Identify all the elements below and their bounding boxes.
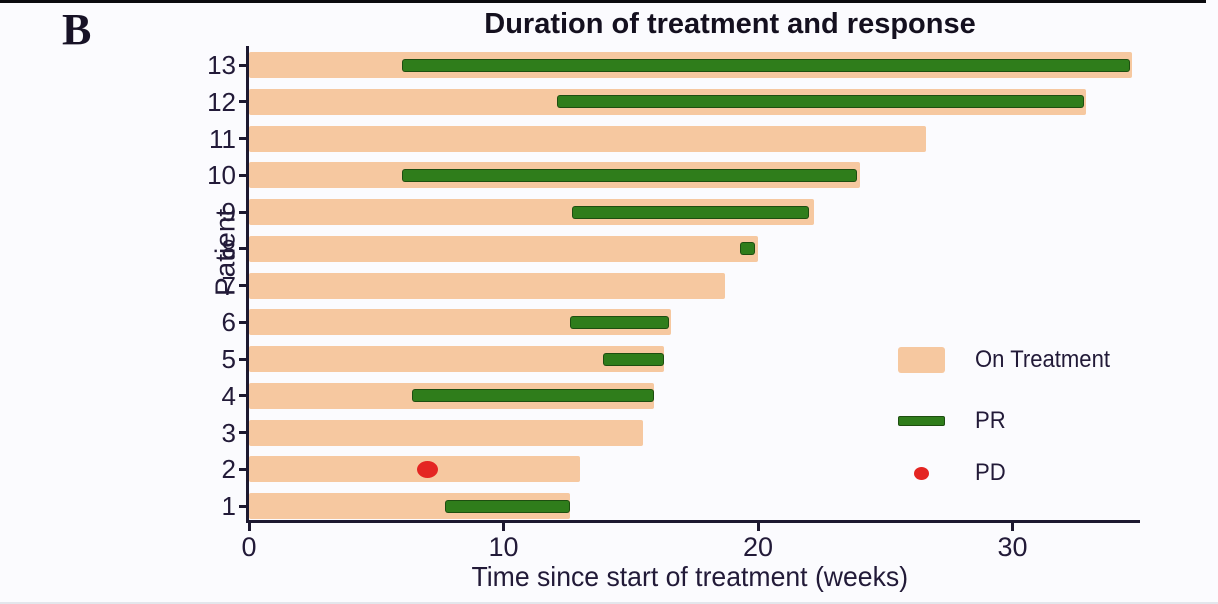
treatment-bar-patient-2 (249, 456, 580, 483)
legend-label-on-treatment: On Treatment (975, 346, 1110, 373)
chart-title: Duration of treatment and response (484, 8, 976, 40)
x-axis-title: Time since start of treatment (weeks) (471, 561, 909, 592)
pr-bar-patient-4 (411, 389, 654, 403)
x-axis-line (246, 520, 1140, 523)
y-tick-patient-2 (239, 467, 247, 471)
y-tick-label-patient-1: 1 (221, 491, 236, 521)
x-tick-label-30: 30 (997, 532, 1028, 562)
on-treatment-swatch (898, 347, 945, 373)
y-axis-line (246, 46, 249, 523)
bottom-edge-line (0, 602, 1218, 604)
pr-bar-patient-12 (556, 95, 1084, 109)
y-tick-label-patient-2: 2 (221, 454, 236, 485)
x-tick-label-20: 20 (742, 532, 774, 562)
y-tick-patient-11 (239, 137, 247, 140)
y-tick-label-patient-4: 4 (221, 380, 236, 411)
treatment-bar-patient-3 (249, 419, 644, 446)
legend-label-pd: PD (975, 459, 1006, 486)
pd-swatch (898, 466, 945, 480)
x-tick-0 (247, 523, 251, 531)
treatment-bar-patient-8 (249, 235, 758, 262)
treatment-bar-patient-7 (249, 272, 725, 299)
y-tick-patient-13 (239, 63, 247, 67)
top-edge-line (0, 0, 1206, 3)
y-tick-label-patient-10: 10 (207, 160, 236, 191)
y-tick-patient-3 (239, 431, 247, 434)
pr-swatch (898, 416, 945, 426)
x-tick-label-0: 0 (241, 532, 257, 562)
x-tick-label-10: 10 (488, 532, 519, 562)
y-tick-label-patient-5: 5 (221, 344, 236, 374)
y-tick-patient-8 (239, 247, 247, 251)
y-tick-label-patient-13: 13 (207, 50, 236, 80)
y-tick-label-patient-3: 3 (221, 417, 236, 448)
legend-item-pr: PR (898, 401, 1008, 441)
y-tick-label-patient-8: 8 (221, 233, 236, 264)
y-tick-patient-10 (239, 173, 247, 177)
y-tick-label-patient-7: 7 (221, 270, 236, 301)
y-tick-patient-12 (239, 100, 247, 104)
y-tick-label-patient-9: 9 (221, 197, 236, 227)
treatment-bar-patient-5 (249, 346, 664, 372)
pr-bar-patient-5 (602, 352, 664, 366)
pr-bar-patient-6 (569, 315, 669, 329)
y-tick-patient-7 (239, 284, 247, 287)
pr-bar-patient-13 (401, 58, 1130, 72)
x-tick-30 (1011, 523, 1014, 531)
y-tick-patient-9 (239, 210, 247, 214)
x-tick-20 (756, 523, 760, 531)
pr-bar-patient-8 (740, 242, 756, 256)
y-tick-patient-5 (239, 357, 247, 361)
legend-label-pr: PR (975, 407, 1006, 434)
x-tick-10 (502, 523, 505, 531)
pr-bar-patient-9 (572, 205, 809, 219)
y-tick-label-patient-11: 11 (209, 123, 236, 154)
pr-bar-patient-1 (444, 499, 570, 513)
legend-item-pd: PD (898, 453, 1008, 493)
y-tick-patient-4 (239, 394, 247, 398)
y-tick-patient-6 (239, 320, 247, 324)
y-tick-label-patient-6: 6 (221, 307, 236, 338)
pd-marker-patient-2 (416, 460, 438, 478)
treatment-bar-patient-11 (249, 125, 926, 152)
y-tick-label-patient-12: 12 (207, 86, 236, 117)
y-tick-patient-1 (239, 504, 247, 508)
legend-item-on-treatment: On Treatment (898, 340, 1122, 380)
pr-bar-patient-10 (401, 168, 858, 182)
panel-letter-label: B (62, 5, 92, 54)
